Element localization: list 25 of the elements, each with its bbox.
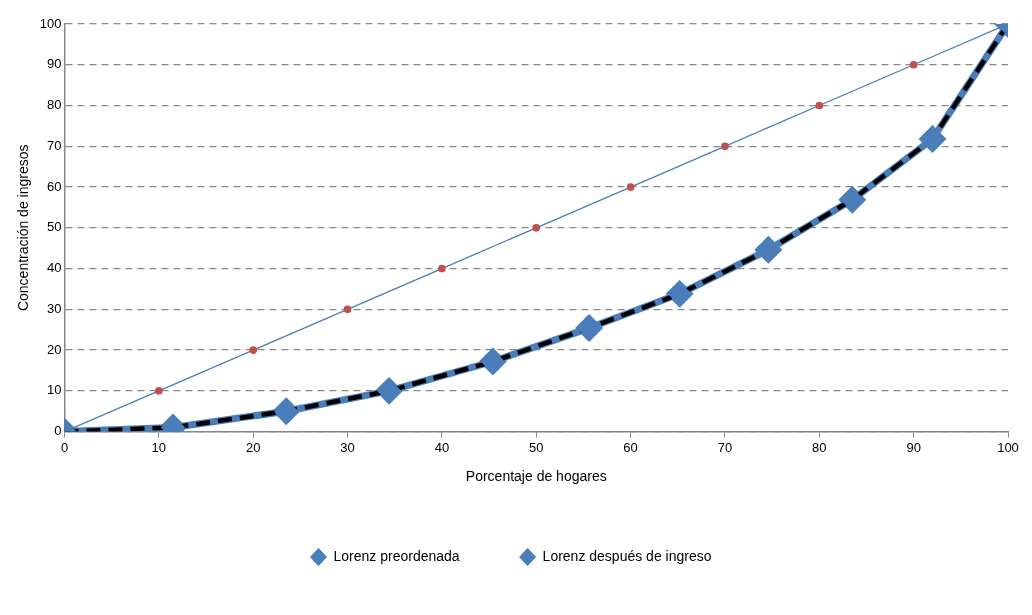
y-tick-label: 50 xyxy=(47,219,62,235)
x-axis-title: Porcentaje de hogares xyxy=(465,468,607,485)
y-tick-label: 10 xyxy=(47,382,62,398)
y-tick-label: 0 xyxy=(54,423,62,439)
x-tick-label: 50 xyxy=(529,439,544,455)
x-tick-label: 30 xyxy=(340,439,355,455)
x-tick-label: 80 xyxy=(812,439,827,455)
y-tick-label: 40 xyxy=(47,260,62,276)
y-tick-label: 70 xyxy=(47,137,62,153)
x-tick-label: 70 xyxy=(717,439,733,455)
y-tick-label: 90 xyxy=(47,56,62,72)
y-tick-label: 80 xyxy=(47,97,62,113)
y-axis-title: Concentración de ingresos xyxy=(15,144,32,312)
legend-label: Lorenz preordenada xyxy=(333,547,460,564)
y-tick-label: 100 xyxy=(39,15,62,31)
x-tick-label: 90 xyxy=(906,439,921,455)
x-tick-label: 20 xyxy=(245,439,261,455)
y-tick-label: 60 xyxy=(47,178,62,194)
y-tick-label: 20 xyxy=(47,341,62,357)
y-tick-label: 30 xyxy=(47,300,62,316)
x-tick-label: 100 xyxy=(997,439,1019,455)
x-tick-label: 10 xyxy=(151,439,167,455)
x-tick-label: 40 xyxy=(434,439,450,455)
x-tick-label: 60 xyxy=(623,439,638,455)
legend-label: Lorenz después de ingreso xyxy=(542,547,712,564)
